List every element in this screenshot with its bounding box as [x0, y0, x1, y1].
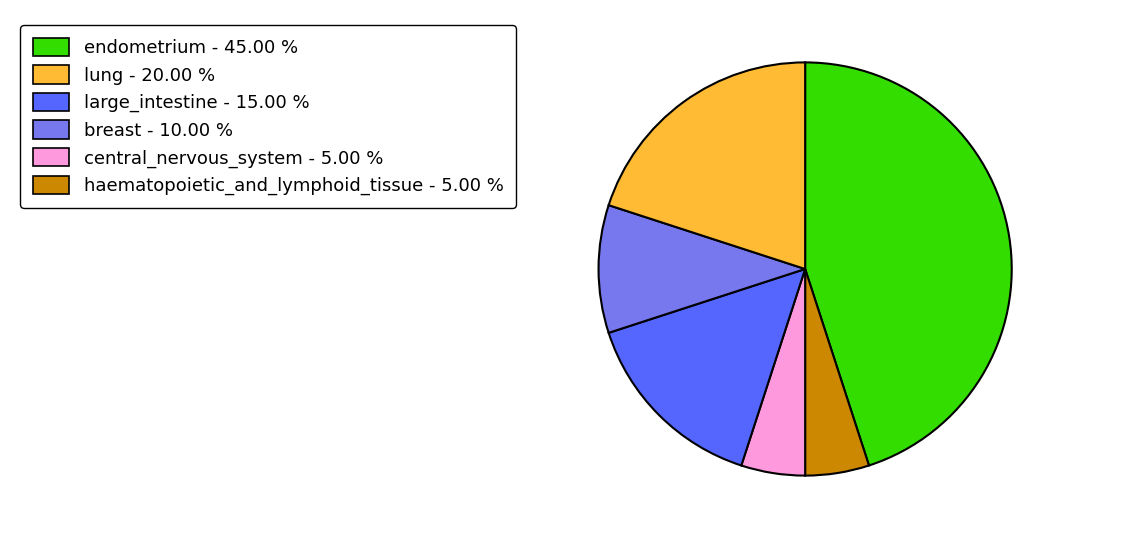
Wedge shape [609, 269, 805, 465]
Wedge shape [805, 62, 1012, 465]
Wedge shape [609, 62, 805, 269]
Wedge shape [742, 269, 805, 476]
Wedge shape [805, 269, 869, 476]
Wedge shape [599, 205, 805, 333]
Legend: endometrium - 45.00 %, lung - 20.00 %, large_intestine - 15.00 %, breast - 10.00: endometrium - 45.00 %, lung - 20.00 %, l… [20, 25, 516, 208]
